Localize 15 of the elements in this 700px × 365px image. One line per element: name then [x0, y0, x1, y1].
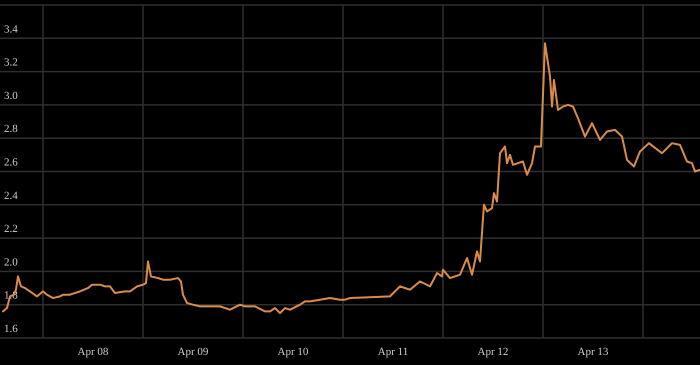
y-tick-label: 3.2 — [4, 56, 18, 69]
y-tick-label: 2.6 — [4, 156, 18, 168]
y-tick-label: 2.0 — [4, 256, 18, 268]
y-tick-label: 3.4 — [4, 23, 18, 36]
x-tick-label: Apr 08 — [78, 346, 109, 358]
y-tick-label: 2.2 — [4, 223, 18, 236]
x-tick-label: Apr 12 — [478, 346, 508, 358]
x-tick-label: Apr 11 — [378, 346, 408, 358]
x-tick-label: Apr 13 — [578, 346, 609, 358]
x-tick-label: Apr 10 — [278, 346, 309, 358]
y-tick-label: 1.6 — [4, 323, 18, 335]
y-tick-label: 3.0 — [4, 90, 18, 102]
y-tick-label: 2.4 — [4, 190, 18, 202]
y-tick-label: 2.8 — [4, 123, 18, 136]
x-tick-label: Apr 09 — [178, 346, 209, 358]
